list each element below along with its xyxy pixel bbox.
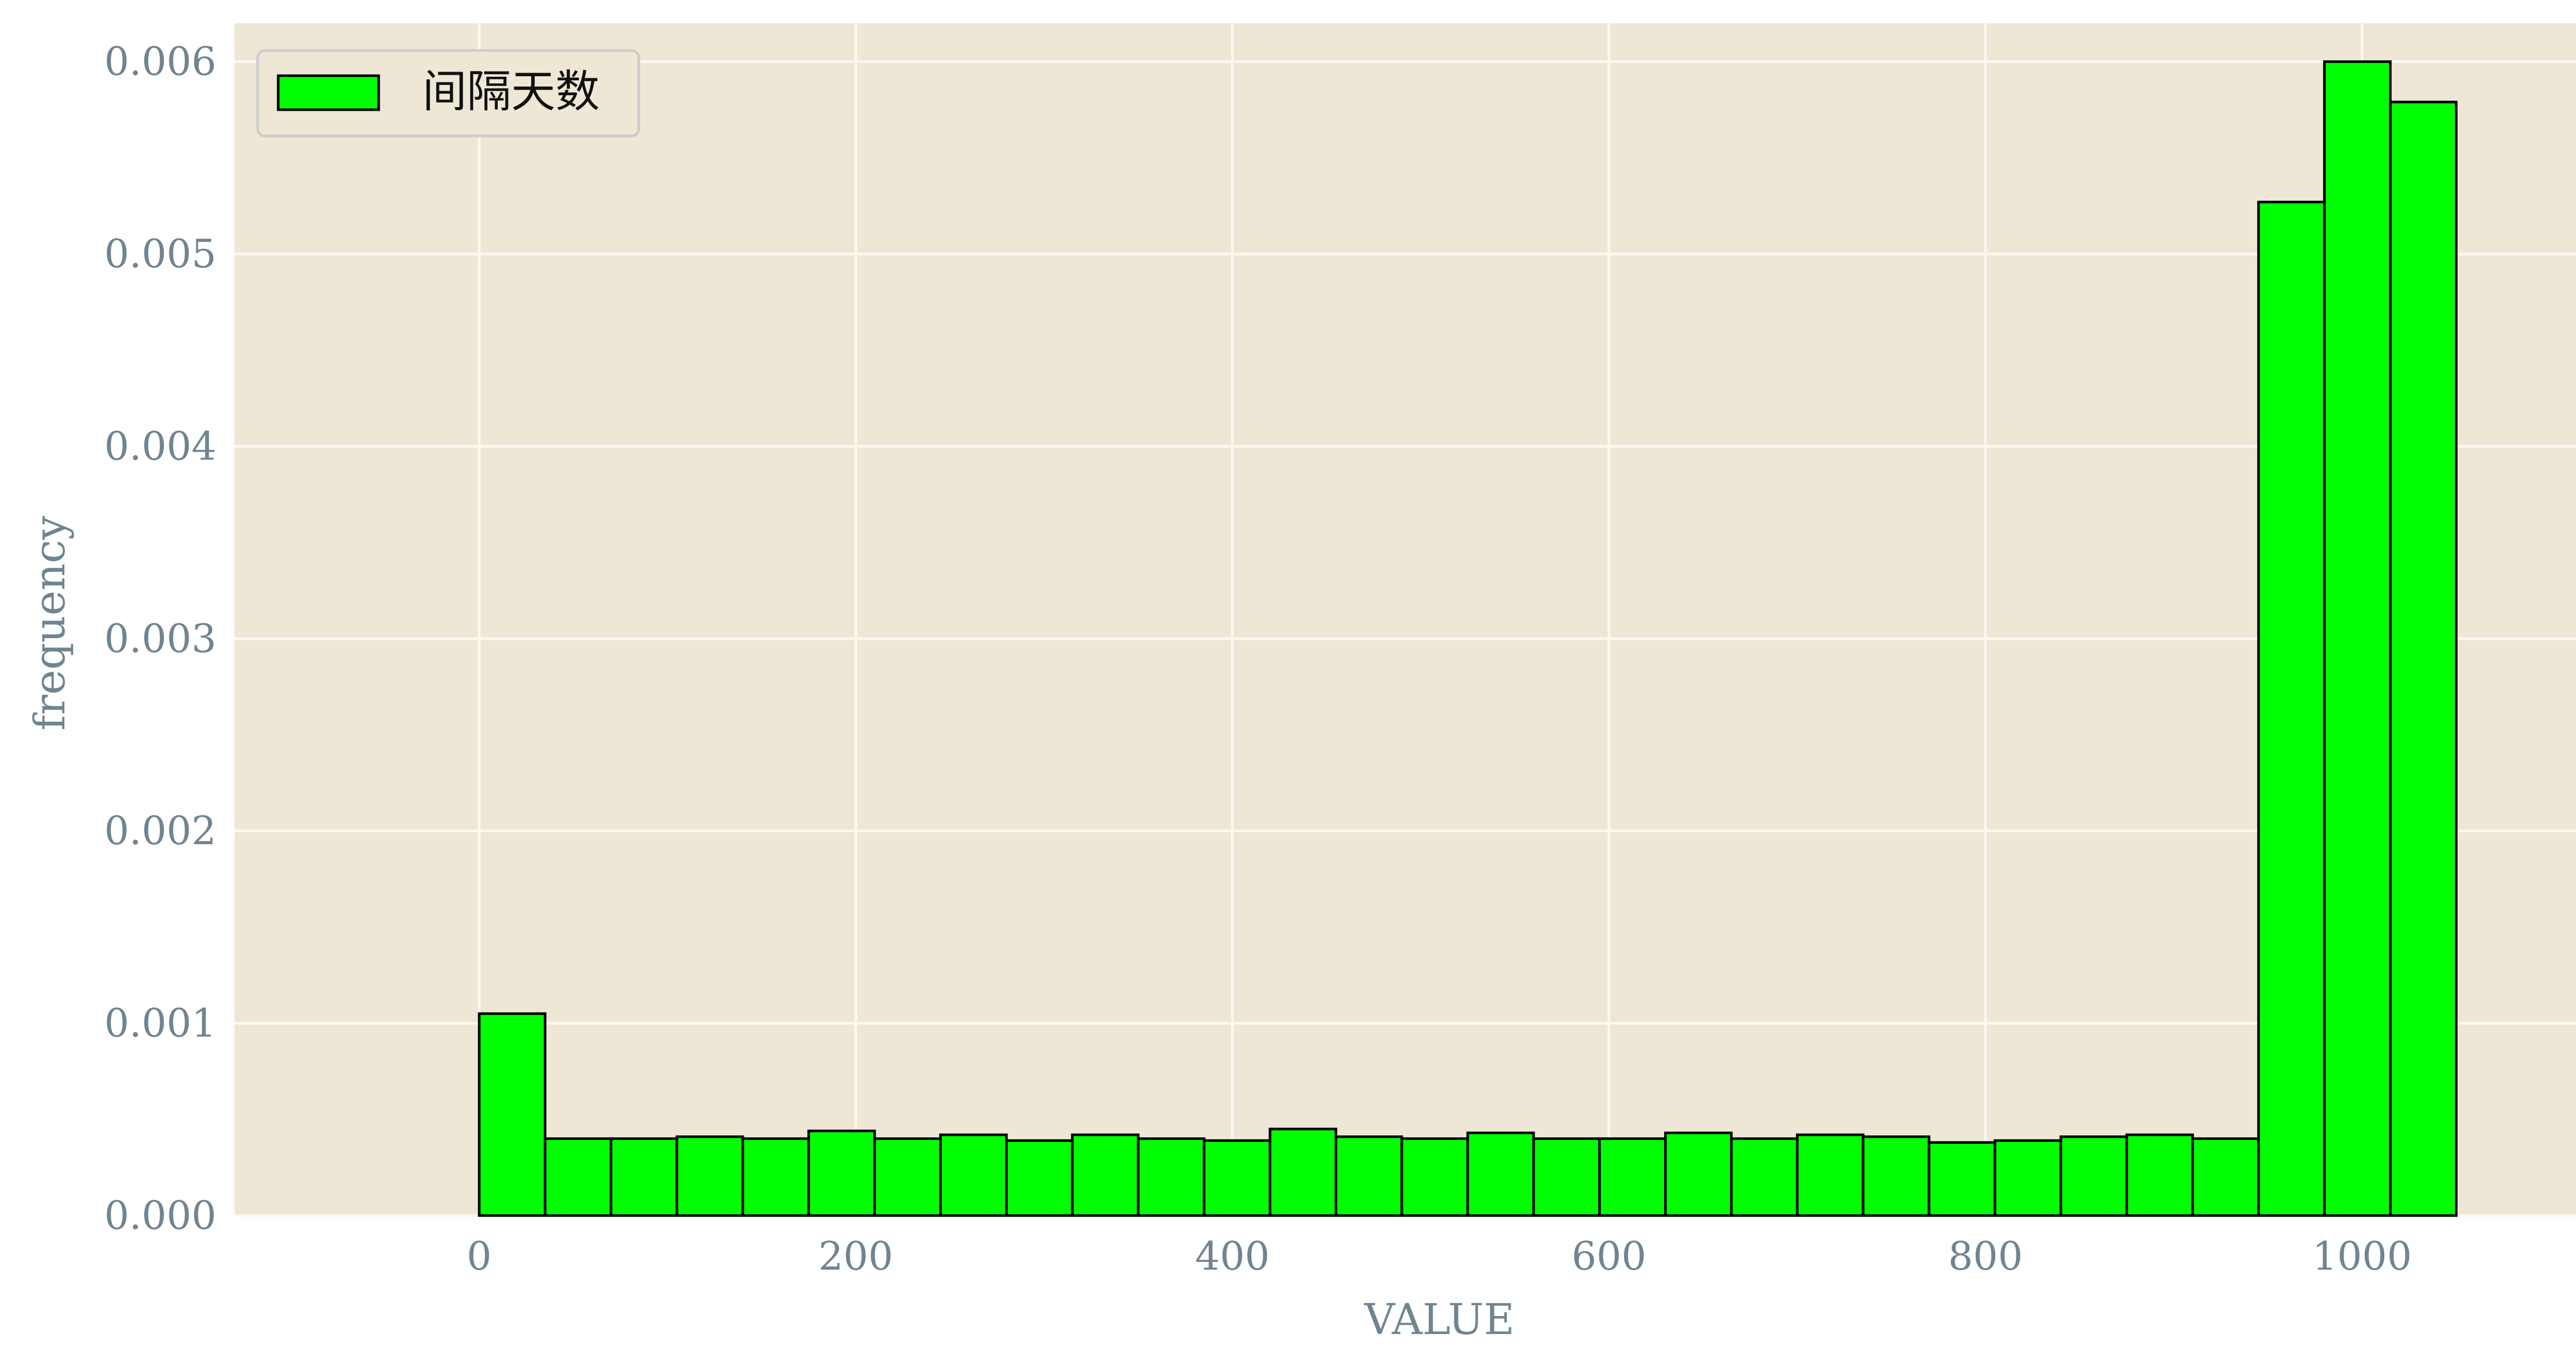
x-tick-label: 600 [1571,1233,1646,1279]
axis-ticks: 0.000 0.001 0.002 0.003 0.004 0.005 0.006 0 200 4… [104,39,2412,1279]
histogram-bar [2059,1135,2128,1217]
x-tick-label: 1000 [2312,1233,2412,1279]
histogram-bar [2191,1137,2260,1217]
histogram-bar [1993,1139,2062,1217]
histogram-bar [1334,1135,1403,1217]
histogram-bar [1202,1139,1272,1217]
y-tick-label: 0.001 [104,1000,216,1046]
histogram-bar [2125,1133,2194,1217]
histogram-bars [478,60,2458,1217]
histogram-bar [2257,200,2326,1217]
x-axis-label: VALUE [1364,1295,1515,1344]
y-tick-label: 0.000 [104,1192,216,1238]
histogram-bar [1005,1139,1074,1217]
histogram-bar [609,1137,679,1217]
histogram-bar [1400,1137,1469,1217]
histogram-bar [873,1137,942,1217]
y-tick-label: 0.003 [104,616,216,661]
histogram-bar [1795,1133,1865,1217]
legend-swatch [277,74,380,111]
histogram-bar [939,1133,1008,1217]
x-tick-label: 0 [467,1233,492,1279]
x-tick-label: 200 [819,1233,893,1279]
histogram-bar [478,1012,547,1217]
histogram-bar [1268,1127,1337,1217]
y-tick-label: 0.005 [104,231,216,277]
x-tick-label: 800 [1948,1233,2023,1279]
histogram-bar [1137,1137,1206,1217]
plot-area [234,23,2576,1216]
histogram-bar [1664,1131,1733,1217]
legend: 间隔天数 [256,49,640,138]
histogram-bar [1532,1137,1601,1217]
histogram-bar [1598,1137,1667,1217]
histogram-bar [675,1135,744,1217]
histogram-bar [741,1137,810,1217]
histogram-bar [1466,1131,1535,1217]
histogram-bar [2389,100,2458,1217]
histogram-bar [807,1130,876,1217]
histogram-bar [1927,1141,1996,1217]
x-tick-label: 400 [1195,1233,1269,1279]
histogram-bar [1861,1135,1930,1217]
histogram-bar [1071,1133,1140,1217]
y-tick-label: 0.006 [104,39,216,84]
legend-label: 间隔天数 [422,66,600,117]
y-tick-label: 0.002 [104,808,216,853]
histogram-bar [2323,60,2392,1217]
histogram-bar [1730,1137,1799,1217]
y-axis-label: frequency [26,516,75,731]
legend-box [256,49,640,138]
histogram-bar [544,1137,613,1217]
y-tick-label: 0.004 [104,423,216,469]
